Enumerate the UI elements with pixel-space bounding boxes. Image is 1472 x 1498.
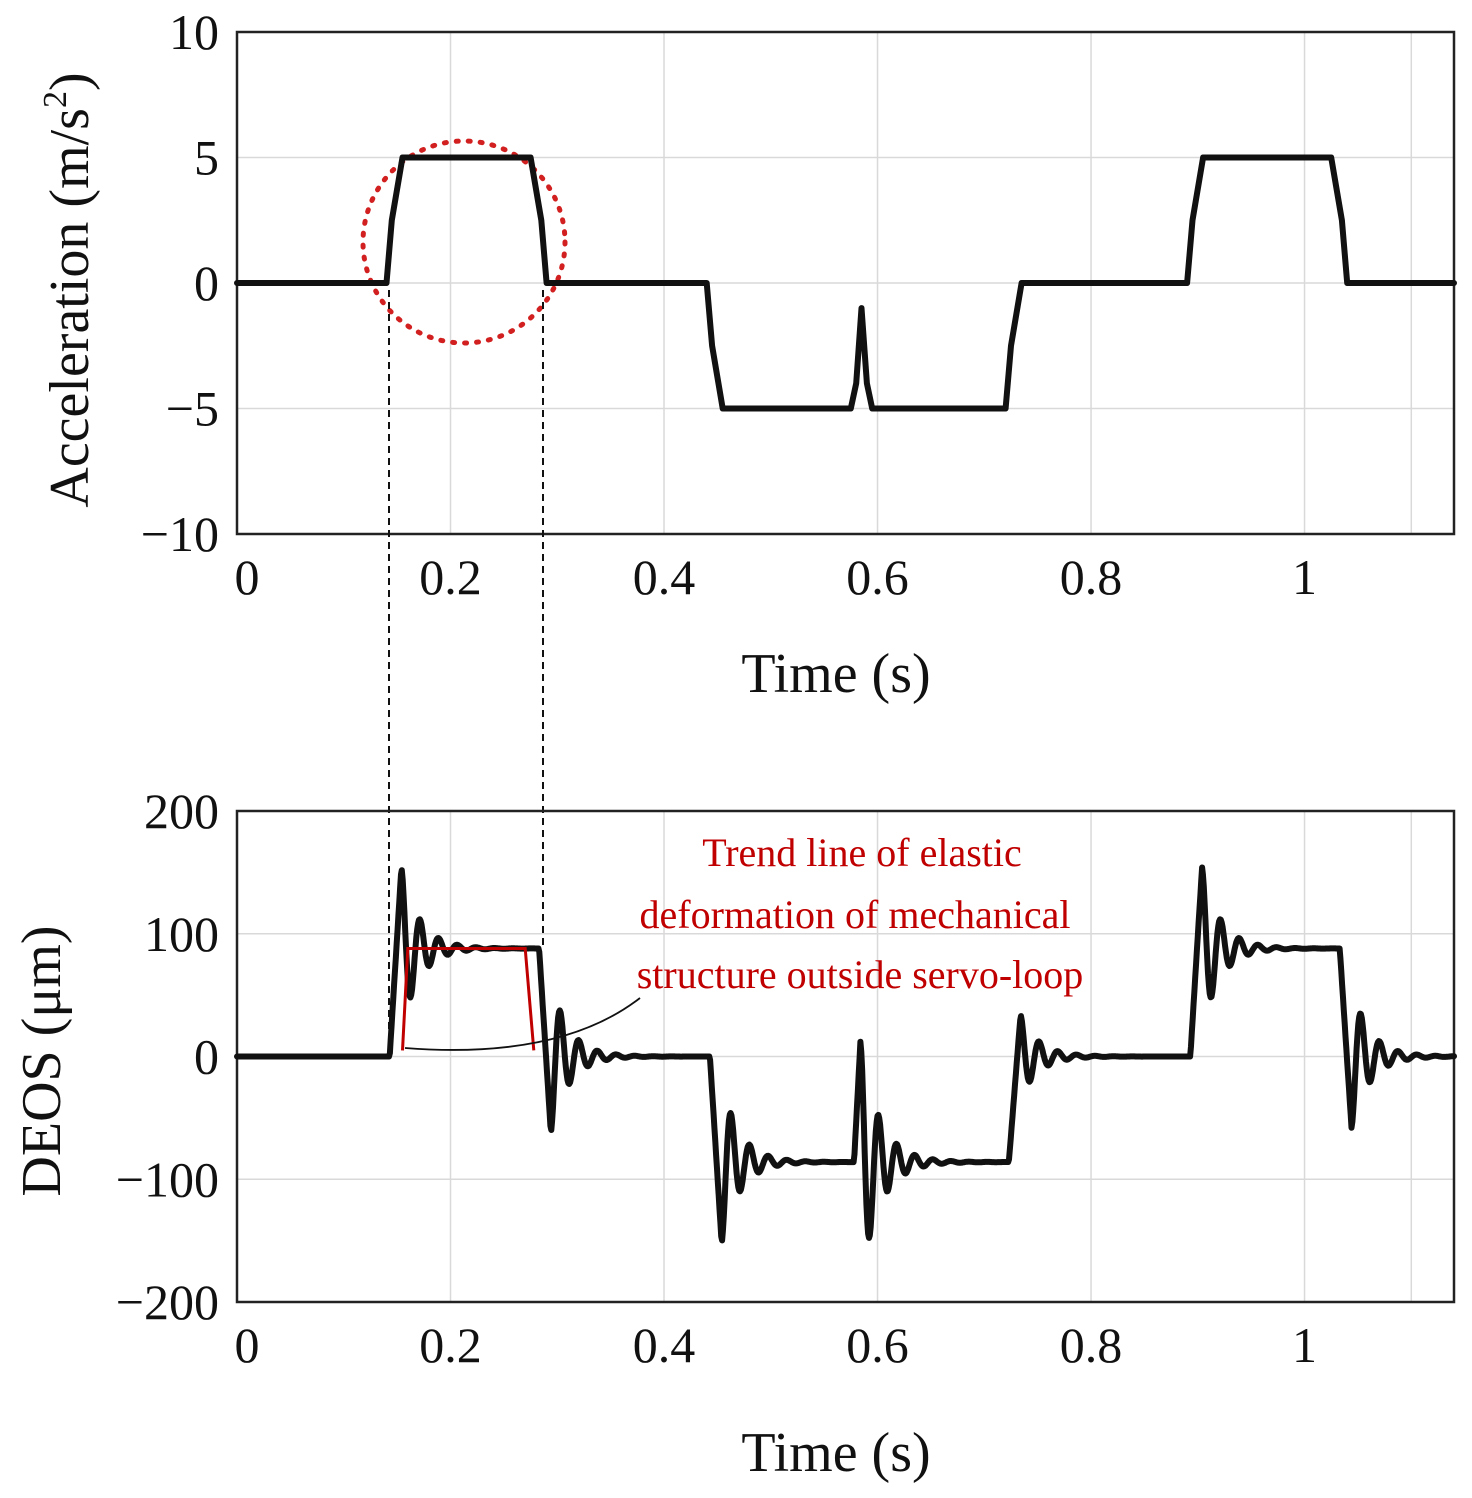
deos-x-tick-label: 0 xyxy=(235,1317,260,1373)
annotation-line-2: deformation of mechanical xyxy=(640,892,1071,937)
annotation-line-3: structure outside servo-loop xyxy=(637,952,1084,997)
trend-line xyxy=(401,947,536,1051)
acceleration-x-tick-label: 0.4 xyxy=(633,549,696,605)
deos-y-tick-label: −200 xyxy=(116,1274,219,1330)
acceleration-y-tick-label: 5 xyxy=(194,130,219,186)
deos-x-tick-label: 0.6 xyxy=(846,1317,909,1373)
annotation-leader-line xyxy=(404,997,641,1051)
deos-tick-labels: 0 0.2 0.4 0.6 0.8 1 −200 −100 0 100 200 xyxy=(116,783,1317,1373)
deos-x-tick-label: 1 xyxy=(1292,1317,1317,1373)
deos-y-tick-label: 100 xyxy=(144,906,219,962)
acceleration-y-tick-label: 10 xyxy=(169,4,219,60)
acceleration-x-tick-label: 0 xyxy=(235,549,260,605)
deos-gridlines xyxy=(237,811,1454,1302)
acceleration-tick-labels: 0 0.2 0.4 0.6 0.8 1 −10 −5 0 5 10 xyxy=(141,4,1317,605)
deos-x-tick-label: 0.2 xyxy=(419,1317,482,1373)
deos-y-tick-label: 0 xyxy=(194,1029,219,1085)
deos-x-axis-label: Time (s) xyxy=(741,1422,930,1484)
acceleration-x-tick-label: 0.2 xyxy=(419,549,482,605)
deos-x-tick-label: 0.8 xyxy=(1060,1317,1123,1373)
deos-y-tick-label: −100 xyxy=(116,1151,219,1207)
deos-y-axis-label: DEOS (μm) xyxy=(11,925,73,1196)
acceleration-y-tick-label: −5 xyxy=(166,381,219,437)
acceleration-gridlines xyxy=(237,32,1454,534)
acceleration-x-tick-label: 0.6 xyxy=(846,549,909,605)
annotation-line-1: Trend line of elastic xyxy=(702,830,1022,875)
acceleration-y-axis-label: Acceleration (m/s2) xyxy=(37,72,101,507)
deos-chart: 0 0.2 0.4 0.6 0.8 1 −200 −100 0 100 200 Trend line… xyxy=(11,783,1457,1484)
acceleration-series-line xyxy=(234,154,1457,412)
acceleration-chart: 0 0.2 0.4 0.6 0.8 1 −10 −5 0 5 10 Time (s) Acceler… xyxy=(37,4,1457,705)
deos-x-tick-label: 0.4 xyxy=(633,1317,696,1373)
deos-y-tick-label: 200 xyxy=(144,783,219,839)
acceleration-x-axis-label: Time (s) xyxy=(741,643,930,705)
connector-lines xyxy=(388,290,544,1050)
deos-series-line xyxy=(234,864,1457,1244)
acceleration-x-tick-label: 0.8 xyxy=(1060,549,1123,605)
acceleration-x-tick-label: 1 xyxy=(1292,549,1317,605)
highlight-circle xyxy=(360,138,568,346)
acceleration-y-tick-label: 0 xyxy=(194,255,219,311)
acceleration-y-tick-label: −10 xyxy=(141,506,219,562)
